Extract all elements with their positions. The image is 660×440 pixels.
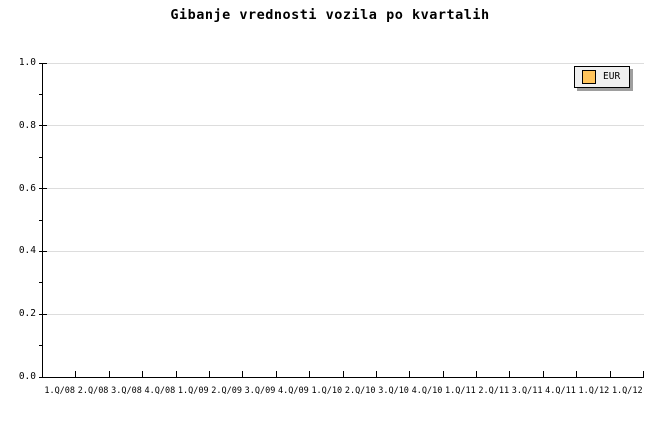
chart-title: Gibanje vrednosti vozila po kvartalih xyxy=(170,7,490,23)
x-tick xyxy=(643,371,644,377)
x-tick-label: 2.Q/10 xyxy=(344,386,376,396)
y-tick-label: 0.2 xyxy=(18,308,36,320)
x-tick xyxy=(108,371,110,377)
x-tick xyxy=(609,371,611,377)
x-tick-label: 1.Q/08 xyxy=(44,386,76,396)
y-tick xyxy=(39,250,47,252)
y-tick-label: 0.8 xyxy=(18,119,36,131)
gridline xyxy=(43,250,644,252)
x-tick xyxy=(542,371,544,377)
y-tick-label: 0.6 xyxy=(18,182,36,194)
x-tick xyxy=(409,371,411,377)
plot-area: 0.0 0.2 0.4 0.6 0.8 1.0 1.Q/08 2.Q/08 3.Q/08 4.Q/… xyxy=(19,57,644,396)
x-tick-label: 2.Q/11 xyxy=(478,386,510,396)
gridline xyxy=(43,188,644,190)
x-tick xyxy=(208,371,210,377)
gridline xyxy=(43,62,644,64)
x-tick xyxy=(175,371,177,377)
x-tick-label: 4.Q/10 xyxy=(411,386,443,396)
y-tick xyxy=(39,188,47,190)
x-tick xyxy=(242,371,244,377)
y-tick-label: 1.0 xyxy=(18,57,36,68)
x-tick-label: 1.Q/09 xyxy=(177,386,209,396)
x-tick-label: 4.Q/08 xyxy=(144,386,176,396)
y-minor-tick xyxy=(39,219,43,221)
x-tick-label: 4.Q/09 xyxy=(278,386,309,396)
y-tick xyxy=(39,376,47,378)
gridline xyxy=(43,313,644,315)
x-tick-label: 3.Q/11 xyxy=(511,386,543,396)
x-tick-label: 4.Q/11 xyxy=(545,386,576,396)
x-tick xyxy=(476,371,478,377)
legend-swatch-eur xyxy=(582,70,596,84)
x-tick-label: 2.Q/09 xyxy=(211,386,242,396)
y-tick xyxy=(39,62,47,64)
y-minor-tick xyxy=(39,93,43,95)
x-tick xyxy=(509,371,511,377)
x-tick xyxy=(342,371,344,377)
x-tick-label: 3.Q/09 xyxy=(244,386,276,396)
x-tick-label: 3.Q/10 xyxy=(378,386,409,396)
y-minor-tick xyxy=(39,156,43,158)
legend-label-eur: EUR xyxy=(603,71,621,83)
x-tick xyxy=(75,371,77,377)
x-tick xyxy=(375,371,377,377)
y-tick-label: 0.0 xyxy=(18,371,36,382)
y-minor-tick xyxy=(39,345,43,347)
x-tick-label: 2.Q/08 xyxy=(77,386,109,396)
x-tick-label: 1.Q/12 xyxy=(611,386,643,396)
y-tick-label: 0.4 xyxy=(18,245,36,257)
legend: EUR xyxy=(574,66,631,88)
x-tick-label: 3.Q/08 xyxy=(111,386,142,396)
gridline xyxy=(43,125,644,127)
y-minor-tick xyxy=(39,282,43,284)
x-tick xyxy=(275,371,277,377)
x-tick xyxy=(309,371,311,377)
x-tick-label: 1.Q/10 xyxy=(311,386,343,396)
y-tick xyxy=(39,125,47,127)
x-tick xyxy=(576,371,578,377)
x-tick xyxy=(442,371,444,377)
x-tick-label: 1.Q/11 xyxy=(445,386,476,396)
y-tick xyxy=(39,313,47,315)
x-tick-label: 1.Q/12 xyxy=(578,386,610,396)
x-tick xyxy=(142,371,144,377)
